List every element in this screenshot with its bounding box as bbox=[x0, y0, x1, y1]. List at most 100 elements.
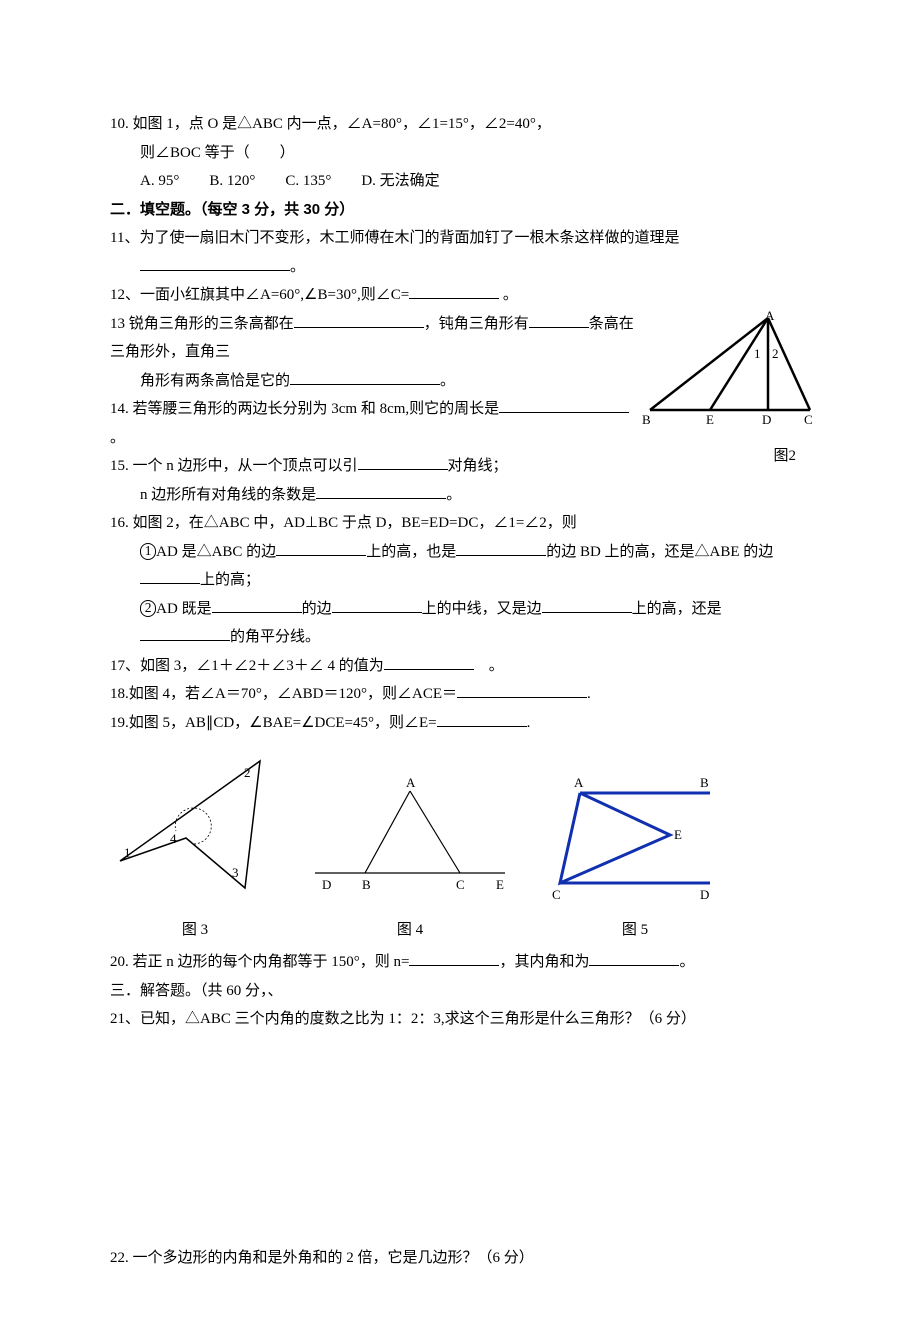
fig2-label-A: A bbox=[765, 310, 775, 323]
figure-3-caption: 图 3 bbox=[110, 916, 280, 945]
q18-blank[interactable] bbox=[457, 682, 587, 698]
q11-blank[interactable] bbox=[140, 255, 290, 271]
q12-tail: 。 bbox=[499, 287, 518, 303]
q10-options: A. 95° B. 120° C. 135° D. 无法确定 bbox=[110, 167, 820, 196]
q16-blank3[interactable] bbox=[140, 568, 200, 584]
q16-b3: 的边 BD 上的高，还是△ABE 的边 bbox=[546, 544, 773, 560]
fig5-B: B bbox=[700, 775, 709, 790]
figure-2-svg: A B E D C 1 2 bbox=[640, 310, 820, 430]
fig2-label-C: C bbox=[804, 412, 813, 427]
fig4-B: B bbox=[362, 877, 371, 892]
figure-5: A B E C D 图 5 bbox=[540, 773, 730, 944]
q14-a: 14. 若等腰三角形的两边长分别为 3cm 和 8cm,则它的周长是 bbox=[110, 401, 499, 417]
figure-4-caption: 图 4 bbox=[310, 916, 510, 945]
q16-c1: AD 既是 bbox=[156, 601, 211, 617]
figure-2: A B E D C 1 2 图2 bbox=[640, 310, 820, 471]
fig5-A: A bbox=[574, 775, 584, 790]
fig2-label-D: D bbox=[762, 412, 771, 427]
q20-c: 。 bbox=[679, 954, 694, 970]
q13-blank1[interactable] bbox=[294, 312, 424, 328]
q13-e: 。 bbox=[440, 373, 455, 389]
q22-line: 22. 一个多边形的内角和是外角和的 2 倍，它是几边形？（6 分） bbox=[110, 1244, 820, 1273]
q16-line1: 16. 如图 2，在△ABC 中，AD⊥BC 于点 D，BE=ED=DC，∠1=… bbox=[110, 509, 820, 538]
q20-blank1[interactable] bbox=[409, 950, 499, 966]
q21-line: 21、已知，△ABC 三个内角的度数之比为 1：2：3,求这个三角形是什么三角形… bbox=[110, 1005, 820, 1034]
circled-1-icon: 1 bbox=[140, 543, 156, 559]
fig3-l4: 4 bbox=[170, 831, 177, 846]
q17-blank[interactable] bbox=[384, 654, 474, 670]
q16-c5: 的角平分线。 bbox=[230, 629, 320, 645]
fig2-label-B: B bbox=[642, 412, 651, 427]
figure-4-svg: A D B C E bbox=[310, 773, 510, 903]
q15-a: 15. 一个 n 边形中，从一个顶点可以引 bbox=[110, 458, 358, 474]
q20-blank2[interactable] bbox=[589, 950, 679, 966]
q20-line: 20. 若正 n 边形的每个内角都等于 150°，则 n= ，其内角和为 。 bbox=[110, 948, 820, 977]
q13-blank3[interactable] bbox=[290, 369, 440, 385]
q16-line3: 上的高； bbox=[110, 566, 820, 595]
q15-blank1[interactable] bbox=[358, 454, 448, 470]
q19-b: . bbox=[527, 715, 531, 731]
q13-d: 角形有两条高恰是它的 bbox=[140, 373, 290, 389]
fig5-C: C bbox=[552, 887, 561, 902]
q19-blank[interactable] bbox=[437, 711, 527, 727]
q16-c3: 上的中线，又是边 bbox=[422, 601, 542, 617]
q16-c2: 的边 bbox=[302, 601, 332, 617]
q16-b1: AD 是△ABC 的边 bbox=[156, 544, 276, 560]
q12-a: 12、一面小红旗其中∠A=60°,∠B=30°,则∠C= bbox=[110, 287, 409, 303]
fig4-A: A bbox=[406, 775, 416, 790]
q13-blank2[interactable] bbox=[529, 312, 589, 328]
q16-line5: 的角平分线。 bbox=[110, 623, 820, 652]
q16-blank2[interactable] bbox=[456, 540, 546, 556]
fig5-D: D bbox=[700, 887, 709, 902]
q19-line: 19.如图 5，AB∥CD，∠BAE=∠DCE=45°，则∠E=. bbox=[110, 709, 820, 738]
q16-blank7[interactable] bbox=[140, 625, 230, 641]
fig4-E: E bbox=[496, 877, 504, 892]
figure-2-caption: 图2 bbox=[640, 442, 820, 471]
section-3-heading: 三．解答题。（共 60 分，、 bbox=[110, 977, 820, 1006]
q14-b: 。 bbox=[110, 430, 125, 446]
figures-row: 1 2 3 4 图 3 A D B C E 图 4 bbox=[110, 743, 820, 944]
q16-line4: 2AD 既是 的边 上的中线，又是边 上的高，还是 bbox=[110, 595, 820, 624]
q16-blank6[interactable] bbox=[542, 597, 632, 613]
q16-blank1[interactable] bbox=[276, 540, 366, 556]
q16-blank5[interactable] bbox=[332, 597, 422, 613]
q13-a: 13 锐角三角形的三条高都在 bbox=[110, 316, 294, 332]
q20-a: 20. 若正 n 边形的每个内角都等于 150°，则 n= bbox=[110, 954, 409, 970]
q18-b: . bbox=[587, 686, 591, 702]
q16-c4: 上的高，还是 bbox=[632, 601, 722, 617]
fig2-label-1: 1 bbox=[754, 346, 761, 361]
q19-a: 19.如图 5，AB∥CD，∠BAE=∠DCE=45°，则∠E= bbox=[110, 715, 437, 731]
q10-stem-a: 10. 如图 1，点 O 是△ABC 内一点，∠A=80°，∠1=15°，∠2=… bbox=[110, 110, 820, 139]
q16-b2: 上的高，也是 bbox=[366, 544, 456, 560]
q10-stem-b: 则∠BOC 等于（ ） bbox=[110, 139, 820, 168]
q13-b: ，钝角三角形有 bbox=[424, 316, 529, 332]
figure-5-svg: A B E C D bbox=[540, 773, 730, 903]
q16-b4: 上的高； bbox=[200, 572, 260, 588]
fig4-D: D bbox=[322, 877, 331, 892]
q12-line: 12、一面小红旗其中∠A=60°,∠B=30°,则∠C= 。 bbox=[110, 281, 820, 310]
q11-line2: 。 bbox=[110, 253, 820, 282]
circled-2-icon: 2 bbox=[140, 600, 156, 616]
q17-a: 17、如图 3，∠1＋∠2＋∠3＋∠ 4 的值为 bbox=[110, 658, 384, 674]
q12-blank[interactable] bbox=[409, 283, 499, 299]
q16-blank4[interactable] bbox=[212, 597, 302, 613]
fig5-E: E bbox=[674, 827, 682, 842]
figure-5-caption: 图 5 bbox=[540, 916, 730, 945]
fig2-label-2: 2 bbox=[772, 346, 779, 361]
q15-c: n 边形所有对角线的条数是 bbox=[140, 487, 316, 503]
q20-b: ，其内角和为 bbox=[499, 954, 589, 970]
q16-line2: 1AD 是△ABC 的边 上的高，也是 的边 BD 上的高，还是△ABE 的边 bbox=[110, 538, 820, 567]
q21-workspace bbox=[110, 1034, 820, 1244]
fig3-l3: 3 bbox=[232, 865, 239, 880]
figure-3-svg: 1 2 3 4 bbox=[110, 743, 280, 903]
q14-blank[interactable] bbox=[499, 397, 629, 413]
fig2-label-E: E bbox=[706, 412, 714, 427]
fig4-C: C bbox=[456, 877, 465, 892]
q15-blank2[interactable] bbox=[316, 483, 446, 499]
q18-line: 18.如图 4，若∠A＝70°，∠ABD＝120°，则∠ACE＝. bbox=[110, 680, 820, 709]
figure-4: A D B C E 图 4 bbox=[310, 773, 510, 944]
section-2-heading: 二．填空题。（每空 3 分，共 30 分） bbox=[110, 196, 820, 225]
figure-3: 1 2 3 4 图 3 bbox=[110, 743, 280, 944]
q15-b: 对角线； bbox=[448, 458, 508, 474]
fig3-l1: 1 bbox=[124, 845, 131, 860]
